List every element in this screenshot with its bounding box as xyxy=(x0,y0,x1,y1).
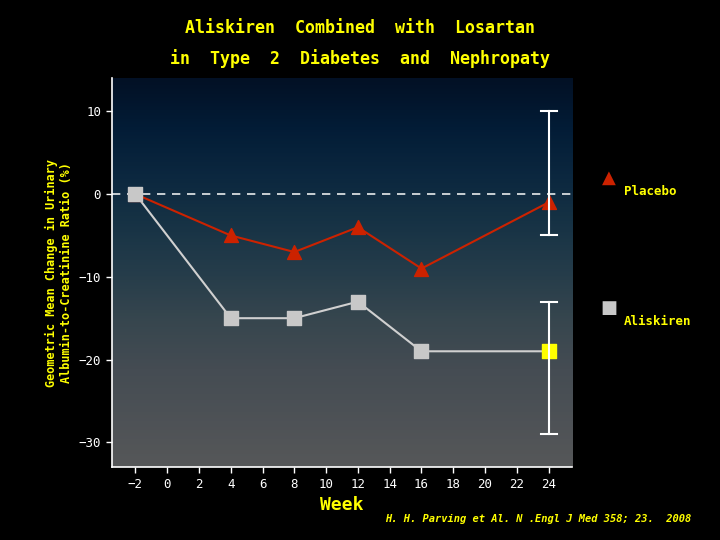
Y-axis label: Geometric Mean Change in Urinary
Albumin-to-Creatinine Ratio (%): Geometric Mean Change in Urinary Albumin… xyxy=(45,159,73,387)
Point xyxy=(543,347,554,356)
Text: in  Type  2  Diabetes  and  Nephropaty: in Type 2 Diabetes and Nephropaty xyxy=(170,49,550,68)
Point xyxy=(543,198,554,207)
Point xyxy=(289,314,300,322)
Text: H. H. Parving et Al. N .Engl J Med 358; 23.  2008: H. H. Parving et Al. N .Engl J Med 358; … xyxy=(385,514,691,524)
Text: Placebo: Placebo xyxy=(624,185,677,198)
Point xyxy=(352,223,364,232)
Text: Aliskiren: Aliskiren xyxy=(624,315,692,328)
Point xyxy=(289,248,300,256)
X-axis label: Week: Week xyxy=(320,496,364,514)
Point xyxy=(225,314,237,322)
Point xyxy=(352,298,364,306)
Point xyxy=(415,347,427,356)
Point xyxy=(415,264,427,273)
Text: Aliskiren  Combined  with  Losartan: Aliskiren Combined with Losartan xyxy=(185,19,535,37)
Point xyxy=(225,231,237,240)
Point xyxy=(130,190,141,198)
Point xyxy=(130,190,141,198)
Text: ■: ■ xyxy=(600,299,617,317)
Text: ▲: ▲ xyxy=(601,169,616,187)
